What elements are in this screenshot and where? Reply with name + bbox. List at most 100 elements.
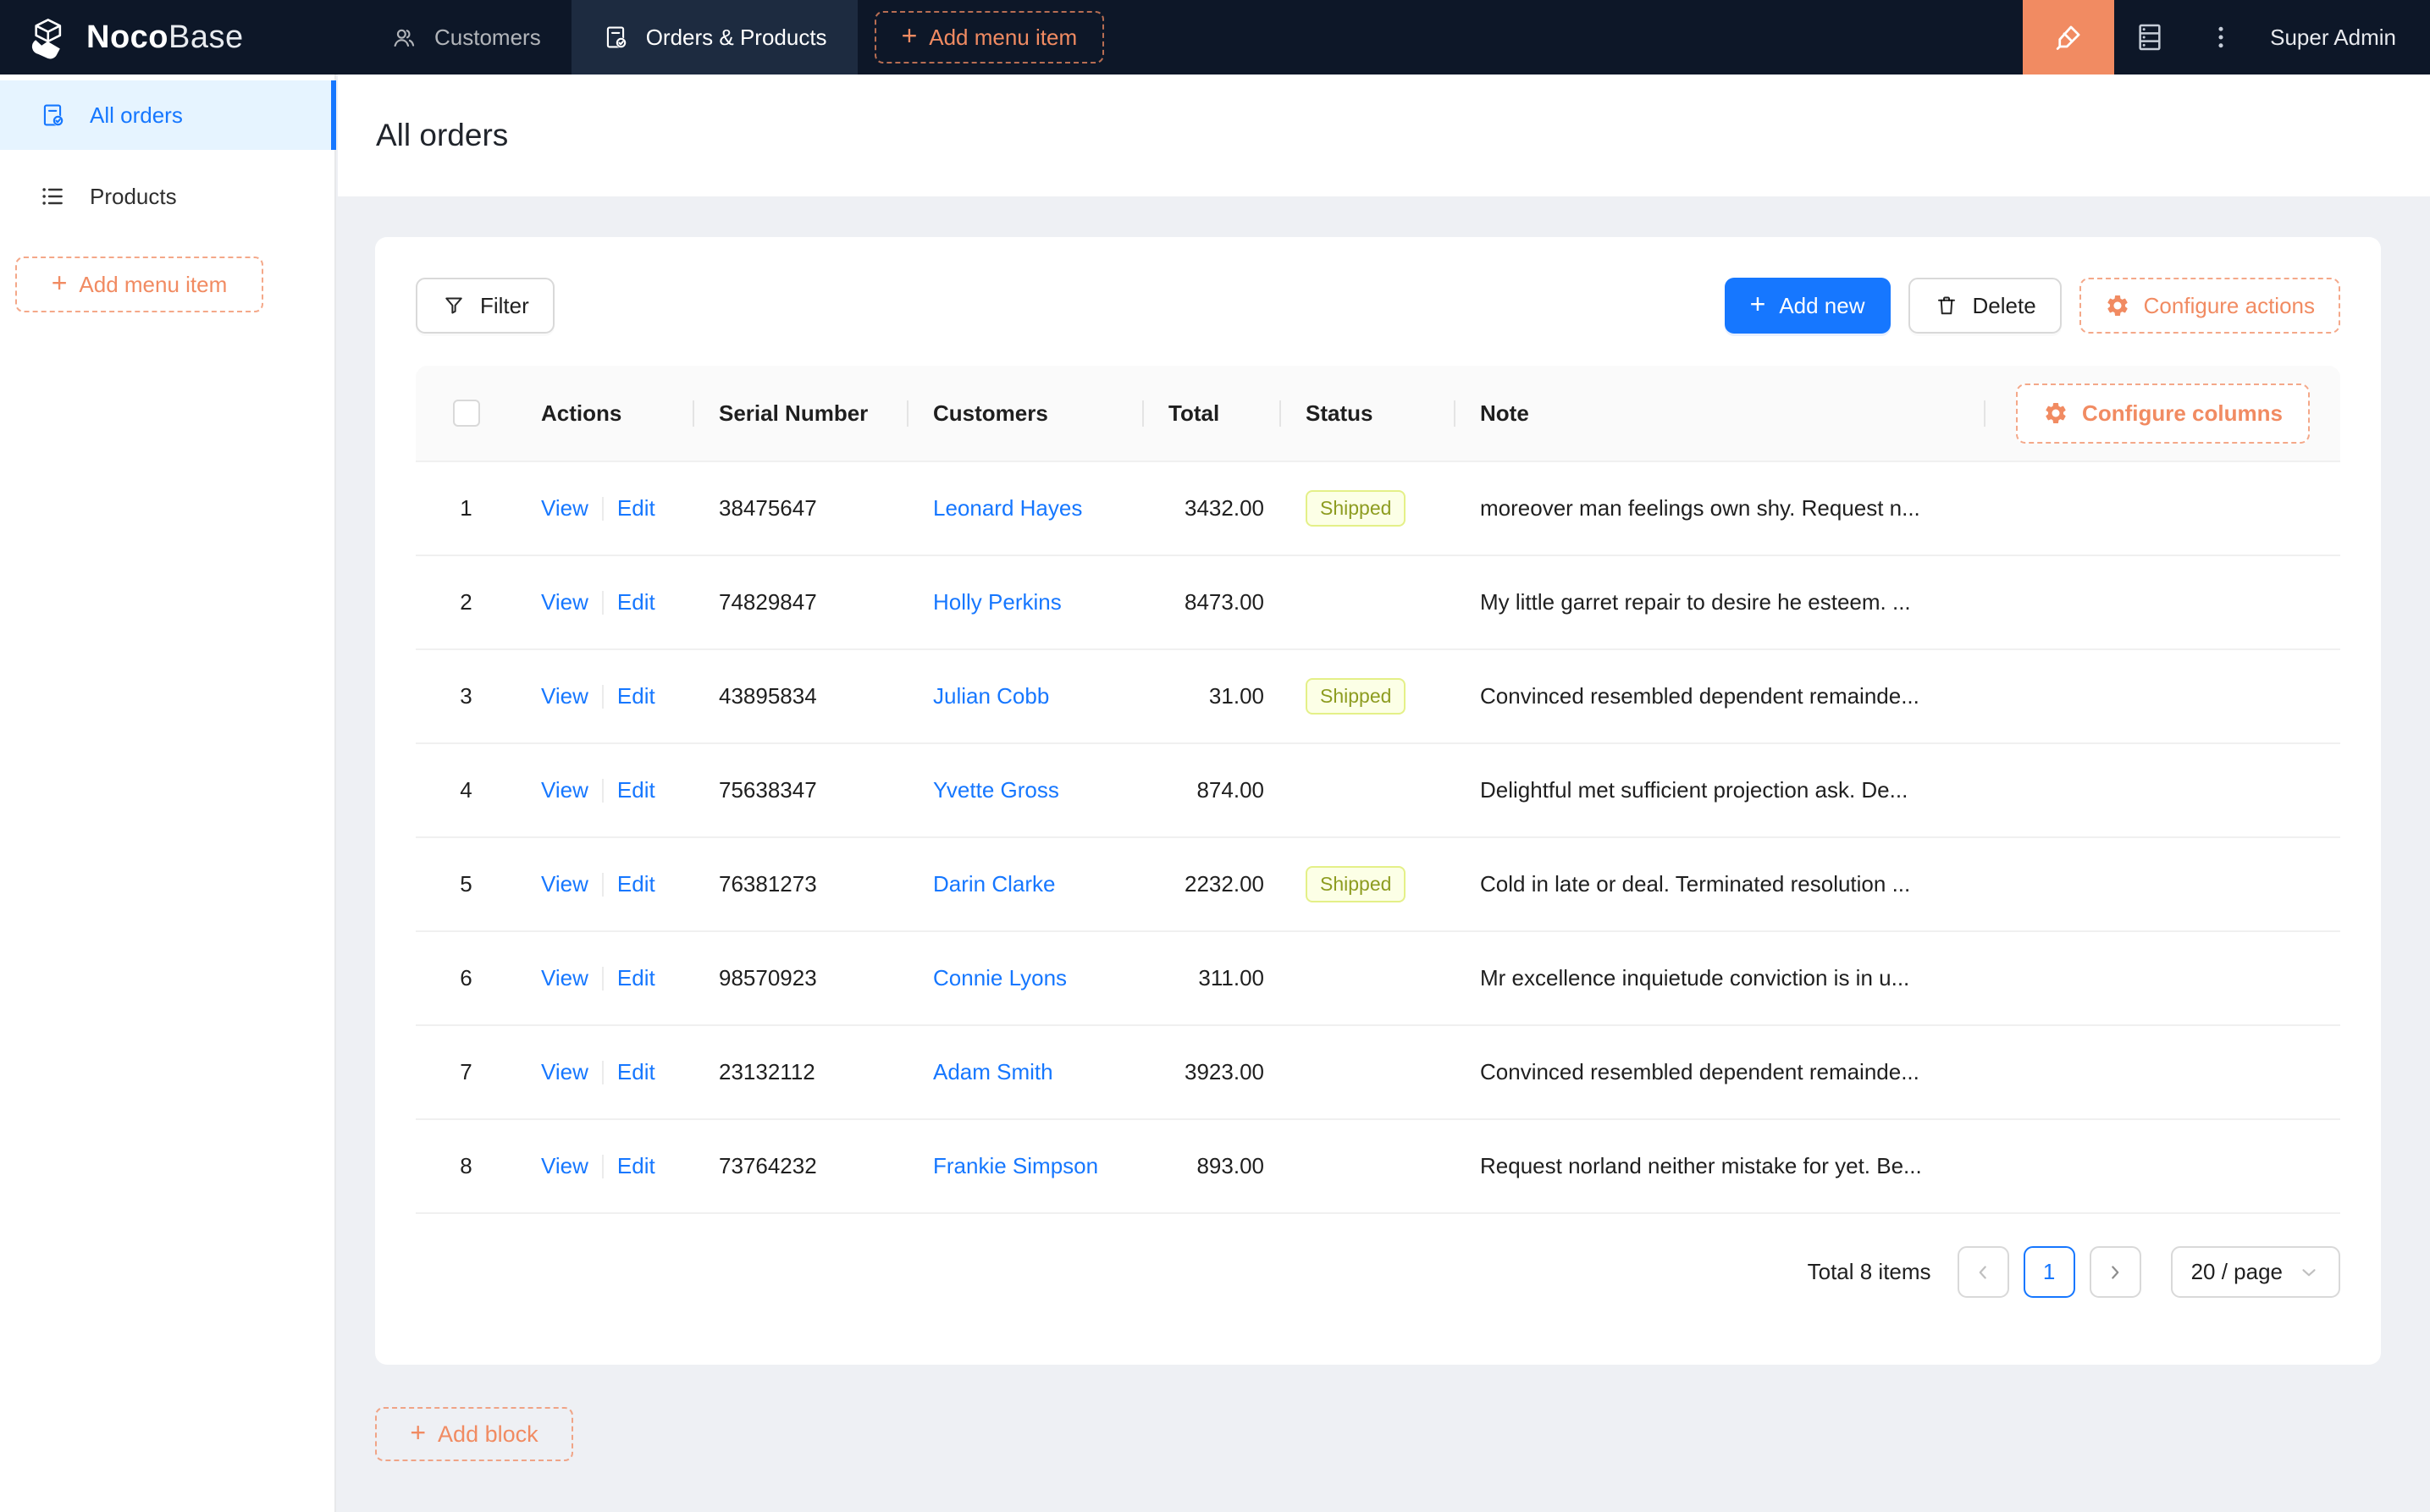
customer-link[interactable]: Adam Smith bbox=[933, 1059, 1053, 1084]
pagination-next-button[interactable] bbox=[2089, 1246, 2141, 1298]
column-header-actions[interactable]: Actions bbox=[516, 400, 694, 427]
customer-link[interactable]: Leonard Hayes bbox=[933, 495, 1083, 521]
column-header-note[interactable]: Note bbox=[1455, 400, 1985, 427]
pagination-prev-button[interactable] bbox=[1957, 1246, 2009, 1298]
customer-cell: Yvette Gross bbox=[908, 777, 1144, 803]
sidebar-item-label: Products bbox=[90, 183, 177, 209]
gear-icon bbox=[2043, 400, 2068, 426]
row-actions-cell: View Edit bbox=[516, 777, 694, 803]
action-divider bbox=[601, 872, 604, 897]
nav-add-menu-item-button[interactable]: + Add menu item bbox=[874, 11, 1105, 63]
table-row[interactable]: 4 View Edit 75638347 Yvette Gross 874.00… bbox=[416, 744, 2340, 838]
edit-link[interactable]: Edit bbox=[616, 1059, 655, 1084]
edit-link[interactable]: Edit bbox=[616, 683, 655, 709]
add-new-button[interactable]: + Add new bbox=[1724, 278, 1891, 334]
edit-link[interactable]: Edit bbox=[616, 495, 655, 521]
row-index-cell: 1 bbox=[460, 495, 472, 521]
serial-number-cell: 75638347 bbox=[719, 777, 817, 803]
total-cell: 893.00 bbox=[1196, 1153, 1264, 1178]
customer-link[interactable]: Darin Clarke bbox=[933, 871, 1056, 897]
row-index-cell: 4 bbox=[460, 777, 472, 803]
plus-icon: + bbox=[410, 1417, 427, 1448]
status-badge: Shipped bbox=[1306, 866, 1406, 902]
edit-link[interactable]: Edit bbox=[616, 871, 655, 897]
column-header-total[interactable]: Total bbox=[1144, 400, 1281, 427]
view-link[interactable]: View bbox=[541, 965, 588, 991]
file-done-icon bbox=[602, 24, 629, 51]
table-row[interactable]: 3 View Edit 43895834 Julian Cobb 31.00 S… bbox=[416, 650, 2340, 744]
column-header-customers[interactable]: Customers bbox=[908, 400, 1144, 427]
add-block-button[interactable]: + Add block bbox=[375, 1407, 573, 1461]
view-link[interactable]: View bbox=[541, 683, 588, 709]
customer-cell: Julian Cobb bbox=[908, 683, 1144, 709]
total-cell: 3432.00 bbox=[1185, 495, 1264, 521]
table-row[interactable]: 7 View Edit 23132112 Adam Smith 3923.00 … bbox=[416, 1026, 2340, 1120]
edit-link[interactable]: Edit bbox=[616, 965, 655, 991]
action-divider bbox=[601, 1154, 604, 1178]
nocobase-logo[interactable]: NocoBase bbox=[0, 15, 360, 59]
column-header-status[interactable]: Status bbox=[1281, 400, 1455, 427]
edit-link[interactable]: Edit bbox=[616, 589, 655, 615]
note-cell: Delightful met sufficient projection ask… bbox=[1480, 777, 1908, 803]
sidebar-add-menu-item-button[interactable]: + Add menu item bbox=[15, 257, 263, 312]
nav-tab-label: Customers bbox=[434, 24, 541, 50]
plugin-settings-button[interactable] bbox=[2114, 0, 2185, 74]
sidebar-item-products[interactable]: Products bbox=[0, 162, 334, 231]
nav-tab-customers[interactable]: Customers bbox=[360, 0, 572, 74]
column-header-serial-number[interactable]: Serial Number bbox=[694, 400, 908, 427]
edit-link[interactable]: Edit bbox=[616, 777, 655, 803]
total-cell: 874.00 bbox=[1196, 777, 1264, 803]
select-all-checkbox[interactable] bbox=[452, 400, 480, 427]
unordered-list-icon bbox=[39, 183, 66, 210]
page-content: Filter + Add new bbox=[338, 196, 2430, 1512]
table-row[interactable]: 5 View Edit 76381273 Darin Clarke 2232.0… bbox=[416, 838, 2340, 932]
view-link[interactable]: View bbox=[541, 1059, 588, 1084]
view-link[interactable]: View bbox=[541, 495, 588, 521]
brand-name: NocoBase bbox=[86, 19, 244, 55]
filter-icon bbox=[441, 293, 467, 318]
view-link[interactable]: View bbox=[541, 1153, 588, 1178]
configure-actions-button[interactable]: Configure actions bbox=[2079, 278, 2340, 334]
customer-link[interactable]: Connie Lyons bbox=[933, 965, 1068, 991]
customer-link[interactable]: Frankie Simpson bbox=[933, 1153, 1099, 1178]
page-title: All orders bbox=[376, 118, 509, 152]
filter-button[interactable]: Filter bbox=[416, 278, 555, 334]
row-actions-cell: View Edit bbox=[516, 965, 694, 991]
row-actions-cell: View Edit bbox=[516, 1153, 694, 1179]
total-cell: 3923.00 bbox=[1185, 1059, 1264, 1084]
nav-tab-orders-products[interactable]: Orders & Products bbox=[571, 0, 858, 74]
view-link[interactable]: View bbox=[541, 589, 588, 615]
table-row[interactable]: 6 View Edit 98570923 Connie Lyons 311.00… bbox=[416, 932, 2340, 1026]
page-header: All orders bbox=[338, 74, 2430, 196]
customer-link[interactable]: Yvette Gross bbox=[933, 777, 1059, 803]
note-cell: Convinced resembled dependent remainde..… bbox=[1480, 683, 1919, 709]
table-row[interactable]: 8 View Edit 73764232 Frankie Simpson 893… bbox=[416, 1120, 2340, 1214]
customer-cell: Darin Clarke bbox=[908, 871, 1144, 897]
table-row[interactable]: 2 View Edit 74829847 Holly Perkins 8473.… bbox=[416, 556, 2340, 650]
more-actions-button[interactable] bbox=[2185, 0, 2256, 74]
customer-cell: Holly Perkins bbox=[908, 589, 1144, 615]
note-cell: Cold in late or deal. Terminated resolut… bbox=[1480, 871, 1911, 897]
serial-number-cell: 74829847 bbox=[719, 589, 817, 615]
delete-button[interactable]: Delete bbox=[1908, 278, 2062, 334]
total-cell: 2232.00 bbox=[1185, 871, 1264, 897]
user-menu[interactable]: Super Admin bbox=[2270, 24, 2396, 50]
sidebar-item-all-orders[interactable]: All orders bbox=[0, 80, 336, 150]
edit-link[interactable]: Edit bbox=[616, 1153, 655, 1178]
page-size-select[interactable]: 20 / page bbox=[2170, 1246, 2340, 1298]
view-link[interactable]: View bbox=[541, 777, 588, 803]
database-icon bbox=[2133, 20, 2167, 54]
customer-link[interactable]: Holly Perkins bbox=[933, 589, 1062, 615]
ui-editor-button[interactable] bbox=[2023, 0, 2115, 74]
action-divider bbox=[601, 966, 604, 991]
sidebar-menu: All orders Products bbox=[0, 74, 336, 231]
customer-link[interactable]: Julian Cobb bbox=[933, 683, 1050, 709]
file-done-icon bbox=[39, 102, 66, 129]
configure-columns-button[interactable]: Configure columns bbox=[2016, 383, 2310, 444]
table-row[interactable]: 1 View Edit 38475647 Leonard Hayes 3432.… bbox=[416, 462, 2340, 556]
pagination-page-1[interactable]: 1 bbox=[2023, 1246, 2075, 1298]
view-link[interactable]: View bbox=[541, 871, 588, 897]
highlighter-icon bbox=[2050, 19, 2087, 56]
serial-number-cell: 73764232 bbox=[719, 1153, 817, 1178]
customer-cell: Adam Smith bbox=[908, 1059, 1144, 1085]
